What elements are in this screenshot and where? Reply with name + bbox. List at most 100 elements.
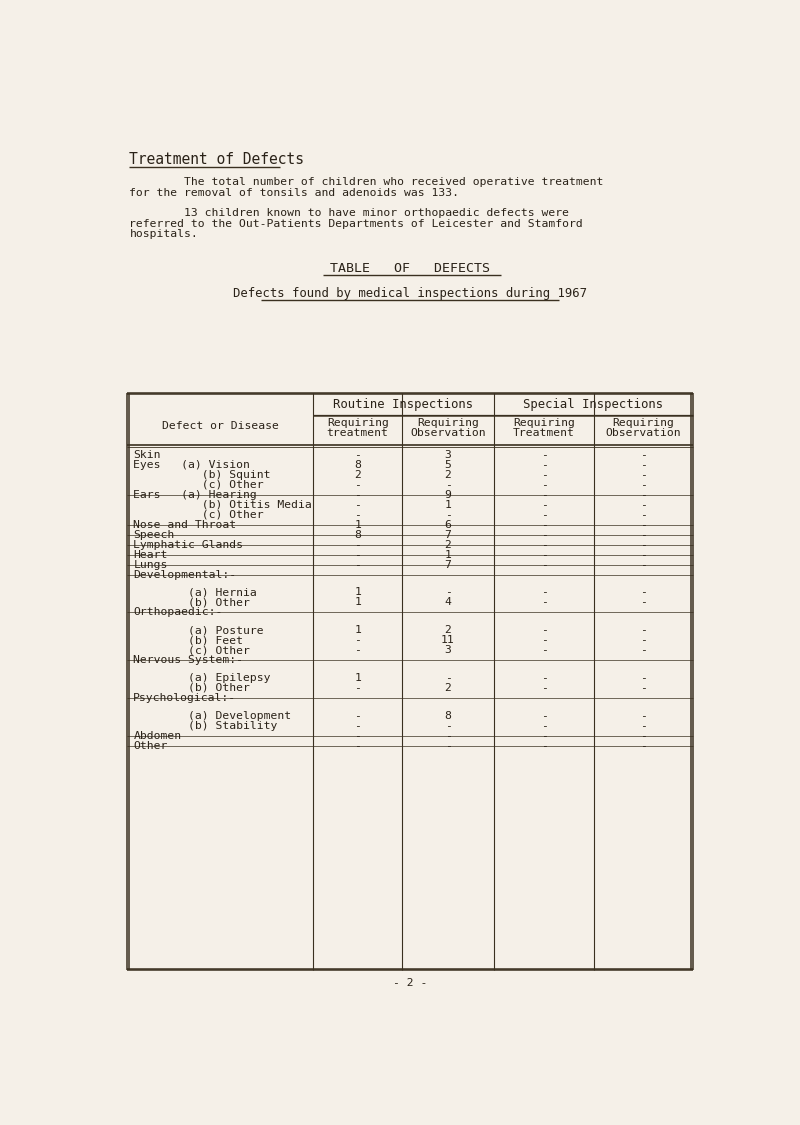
- Text: Psychological:-: Psychological:-: [134, 693, 237, 703]
- Text: (b) Squint: (b) Squint: [134, 469, 271, 479]
- Text: -: -: [640, 636, 647, 646]
- Text: -: -: [541, 510, 547, 520]
- Text: -: -: [541, 460, 547, 469]
- Text: treatment: treatment: [326, 429, 389, 438]
- Text: -: -: [640, 673, 647, 683]
- Text: 13 children known to have minor orthopaedic defects were: 13 children known to have minor orthopae…: [130, 208, 570, 218]
- Text: Eyes   (a) Vision: Eyes (a) Vision: [134, 460, 250, 469]
- Text: -: -: [640, 450, 647, 460]
- Text: -: -: [640, 683, 647, 693]
- Text: for the removal of tonsils and adenoids was 133.: for the removal of tonsils and adenoids …: [130, 188, 459, 198]
- Text: -: -: [640, 560, 647, 569]
- Text: 4: 4: [445, 597, 451, 608]
- Text: -: -: [541, 597, 547, 608]
- Text: 7: 7: [445, 560, 451, 569]
- Text: Other: Other: [134, 740, 168, 750]
- Text: 2: 2: [445, 469, 451, 479]
- Text: -: -: [640, 646, 647, 655]
- Text: -: -: [640, 469, 647, 479]
- Text: (a) Epilepsy: (a) Epilepsy: [134, 673, 271, 683]
- Text: The total number of children who received operative treatment: The total number of children who receive…: [130, 177, 604, 187]
- Text: 1: 1: [354, 597, 361, 608]
- Text: -: -: [445, 510, 451, 520]
- Text: -: -: [445, 673, 451, 683]
- Text: 1: 1: [354, 520, 361, 530]
- Text: -: -: [541, 730, 547, 740]
- Text: -: -: [445, 740, 451, 750]
- Text: -: -: [541, 520, 547, 530]
- Text: -: -: [354, 721, 361, 730]
- Text: 7: 7: [445, 530, 451, 540]
- Text: -: -: [354, 646, 361, 655]
- Text: 8: 8: [354, 530, 361, 540]
- Text: -: -: [541, 673, 547, 683]
- Text: -: -: [354, 479, 361, 489]
- Text: Orthopaedic:-: Orthopaedic:-: [134, 608, 222, 618]
- Text: Skin: Skin: [134, 450, 161, 460]
- Text: -: -: [541, 500, 547, 510]
- Text: 3: 3: [445, 646, 451, 655]
- Text: -: -: [354, 550, 361, 560]
- Text: Heart: Heart: [134, 550, 168, 560]
- Text: (a) Development: (a) Development: [134, 711, 291, 721]
- Text: 11: 11: [441, 636, 455, 646]
- Text: -: -: [541, 721, 547, 730]
- Text: 1: 1: [354, 626, 361, 636]
- Text: -: -: [354, 500, 361, 510]
- Text: Speech: Speech: [134, 530, 174, 540]
- Text: TABLE   OF   DEFECTS: TABLE OF DEFECTS: [330, 262, 490, 274]
- Text: -: -: [354, 510, 361, 520]
- Text: (a) Posture: (a) Posture: [134, 626, 264, 636]
- Text: Treatment: Treatment: [513, 429, 575, 438]
- Text: -: -: [541, 711, 547, 721]
- Text: Requiring: Requiring: [417, 418, 479, 428]
- Text: 2: 2: [445, 683, 451, 693]
- Text: -: -: [541, 469, 547, 479]
- Text: -: -: [354, 730, 361, 740]
- Text: -: -: [541, 683, 547, 693]
- Text: -: -: [640, 489, 647, 500]
- Text: 6: 6: [445, 520, 451, 530]
- Text: (b) Stability: (b) Stability: [134, 721, 278, 730]
- Text: -: -: [354, 636, 361, 646]
- Text: Abdomen: Abdomen: [134, 730, 182, 740]
- Text: Lungs: Lungs: [134, 560, 168, 569]
- Text: -: -: [640, 479, 647, 489]
- Text: 2: 2: [354, 469, 361, 479]
- Text: Defects found by medical inspections during 1967: Defects found by medical inspections dur…: [233, 287, 587, 299]
- Text: -: -: [354, 560, 361, 569]
- Text: Nervous System:-: Nervous System:-: [134, 655, 243, 665]
- Text: -: -: [354, 683, 361, 693]
- Text: 1: 1: [354, 587, 361, 597]
- Text: -: -: [640, 510, 647, 520]
- Text: -: -: [640, 740, 647, 750]
- Text: 2: 2: [445, 540, 451, 550]
- Text: 8: 8: [354, 460, 361, 469]
- Text: -: -: [640, 711, 647, 721]
- Text: (c) Other: (c) Other: [134, 510, 264, 520]
- Text: Defect or Disease: Defect or Disease: [162, 421, 278, 431]
- Text: 1: 1: [445, 550, 451, 560]
- Text: referred to the Out-Patients Departments of Leicester and Stamford: referred to the Out-Patients Departments…: [130, 218, 583, 228]
- Text: -: -: [541, 587, 547, 597]
- Text: 2: 2: [445, 626, 451, 636]
- Text: Developmental:-: Developmental:-: [134, 569, 237, 579]
- Text: -: -: [445, 479, 451, 489]
- Text: -: -: [445, 730, 451, 740]
- Text: -: -: [541, 530, 547, 540]
- Text: - 2 -: - 2 -: [393, 978, 427, 988]
- Text: 1: 1: [445, 500, 451, 510]
- Text: -: -: [541, 646, 547, 655]
- Text: 5: 5: [445, 460, 451, 469]
- Text: -: -: [640, 500, 647, 510]
- Text: -: -: [541, 540, 547, 550]
- Text: -: -: [354, 740, 361, 750]
- Text: (c) Other: (c) Other: [134, 479, 264, 489]
- Text: -: -: [541, 560, 547, 569]
- Text: -: -: [541, 489, 547, 500]
- Text: -: -: [541, 450, 547, 460]
- Text: Observation: Observation: [410, 429, 486, 438]
- Text: (b) Other: (b) Other: [134, 683, 250, 693]
- Text: -: -: [354, 711, 361, 721]
- Text: -: -: [445, 587, 451, 597]
